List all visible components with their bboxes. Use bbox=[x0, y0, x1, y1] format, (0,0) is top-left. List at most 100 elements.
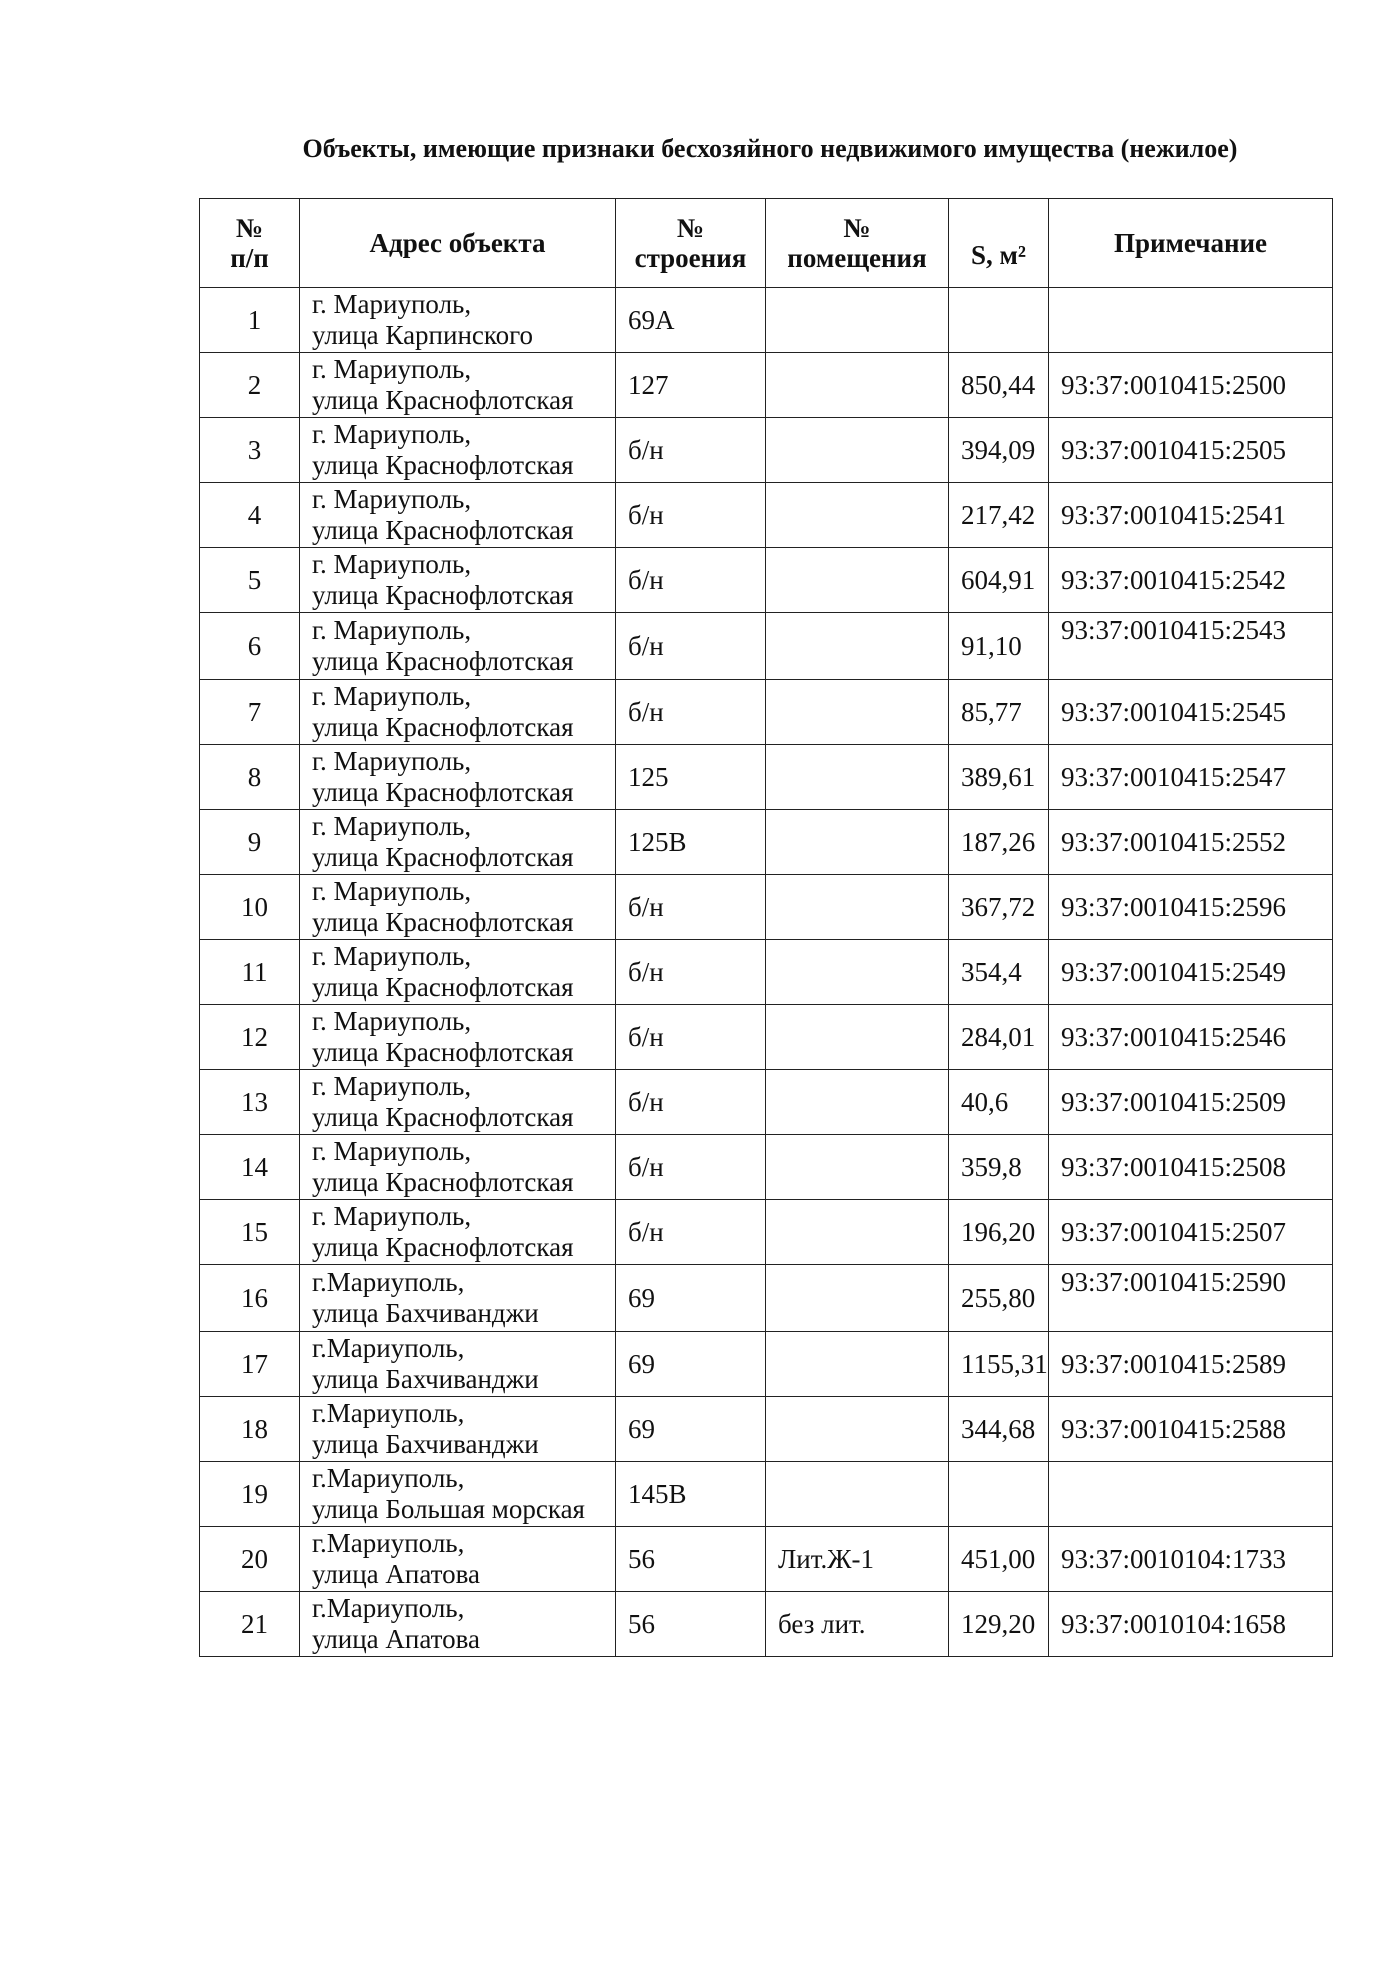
cell-note: 93:37:0010415:2541 bbox=[1048, 482, 1333, 548]
cell-number: 3 bbox=[199, 417, 300, 483]
cell-area: 196,20 bbox=[948, 1199, 1049, 1265]
address-street: улица Бахчиванджи bbox=[312, 1298, 539, 1328]
cell-premises bbox=[765, 352, 949, 418]
cell-address: г. Мариуполь, улица Краснофлотская bbox=[299, 1199, 616, 1265]
cell-number: 16 bbox=[199, 1264, 300, 1332]
cell-building: б/н bbox=[615, 679, 766, 745]
cell-note: 93:37:0010415:2508 bbox=[1048, 1134, 1333, 1200]
header-building-line1: № bbox=[676, 213, 705, 243]
address-city: г. Мариуполь, bbox=[312, 1136, 472, 1166]
cell-address: г. Мариуполь, улица Краснофлотская bbox=[299, 679, 616, 745]
cell-note: 93:37:0010415:2500 bbox=[1048, 352, 1333, 418]
cell-note: 93:37:0010104:1733 bbox=[1048, 1526, 1333, 1592]
cell-number: 11 bbox=[199, 939, 300, 1005]
cell-premises bbox=[765, 482, 949, 548]
address-city: г.Мариуполь, bbox=[312, 1398, 465, 1428]
cell-note: 93:37:0010415:2507 bbox=[1048, 1199, 1333, 1265]
cell-number: 18 bbox=[199, 1396, 300, 1462]
address-street: улица Краснофлотская bbox=[312, 842, 574, 872]
cell-area: 359,8 bbox=[948, 1134, 1049, 1200]
address-street: улица Краснофлотская bbox=[312, 1102, 574, 1132]
cell-area: 354,4 bbox=[948, 939, 1049, 1005]
cell-number: 4 bbox=[199, 482, 300, 548]
cell-address: г. Мариуполь, улица Краснофлотская bbox=[299, 874, 616, 940]
address-city: г. Мариуполь, bbox=[312, 876, 472, 906]
address-street: улица Большая морская bbox=[312, 1494, 585, 1524]
table-header-row: № п/п Адрес объекта № строения № помещения … bbox=[199, 198, 1333, 288]
address-street: улица Бахчиванджи bbox=[312, 1364, 539, 1394]
address-city: г. Мариуполь, bbox=[312, 746, 472, 776]
address-city: г. Мариуполь, bbox=[312, 941, 472, 971]
cell-area: 394,09 bbox=[948, 417, 1049, 483]
table-row: 19 г.Мариуполь, улица Большая морская 145В bbox=[199, 1461, 1333, 1527]
table-row: 1 г. Мариуполь, улица Карпинского 69А bbox=[199, 287, 1333, 353]
cell-area: 1155,31 bbox=[948, 1331, 1049, 1397]
address-street: улица Краснофлотская bbox=[312, 1232, 574, 1262]
cell-number: 21 bbox=[199, 1591, 300, 1657]
table-row: 13 г. Мариуполь, улица Краснофлотская б/н 40… bbox=[199, 1069, 1333, 1135]
cell-premises bbox=[765, 874, 949, 940]
cell-building: б/н bbox=[615, 1069, 766, 1135]
cell-note bbox=[1048, 287, 1333, 353]
cell-number: 19 bbox=[199, 1461, 300, 1527]
cell-premises bbox=[765, 1199, 949, 1265]
cell-address: г. Мариуполь, улица Краснофлотская bbox=[299, 744, 616, 810]
address-city: г. Мариуполь, bbox=[312, 419, 472, 449]
table-row: 16 г.Мариуполь, улица Бахчиванджи 69 255,80 9… bbox=[199, 1264, 1333, 1332]
cell-address: г. Мариуполь, улица Краснофлотская bbox=[299, 809, 616, 875]
cell-building: 127 bbox=[615, 352, 766, 418]
cell-premises: Лит.Ж-1 bbox=[765, 1526, 949, 1592]
address-city: г.Мариуполь, bbox=[312, 1333, 465, 1363]
address-city: г.Мариуполь, bbox=[312, 1528, 465, 1558]
cell-premises bbox=[765, 679, 949, 745]
address-street: улица Краснофлотская bbox=[312, 515, 574, 545]
table-row: 8 г. Мариуполь, улица Краснофлотская 125 389… bbox=[199, 744, 1333, 810]
cell-area: 85,77 bbox=[948, 679, 1049, 745]
table-row: 5 г. Мариуполь, улица Краснофлотская б/н 604… bbox=[199, 547, 1333, 613]
cell-building: 56 bbox=[615, 1591, 766, 1657]
cell-area: 389,61 bbox=[948, 744, 1049, 810]
table-row: 4 г. Мариуполь, улица Краснофлотская б/н 217… bbox=[199, 482, 1333, 548]
address-street: улица Бахчиванджи bbox=[312, 1429, 539, 1459]
cell-premises: без лит. bbox=[765, 1591, 949, 1657]
cell-building: 125 bbox=[615, 744, 766, 810]
address-city: г. Мариуполь, bbox=[312, 1071, 472, 1101]
header-building-line2: строения bbox=[634, 243, 747, 273]
cell-address: г. Мариуполь, улица Краснофлотская bbox=[299, 547, 616, 613]
address-city: г.Мариуполь, bbox=[312, 1593, 465, 1623]
table-row: 9 г. Мариуполь, улица Краснофлотская 125В 18… bbox=[199, 809, 1333, 875]
cell-note: 93:37:0010415:2505 bbox=[1048, 417, 1333, 483]
header-area: S, м² bbox=[948, 198, 1049, 288]
cell-number: 14 bbox=[199, 1134, 300, 1200]
cell-premises bbox=[765, 547, 949, 613]
cell-area: 344,68 bbox=[948, 1396, 1049, 1462]
cell-building: б/н bbox=[615, 939, 766, 1005]
cell-area bbox=[948, 1461, 1049, 1527]
address-city: г. Мариуполь, bbox=[312, 615, 472, 645]
table-row: 3 г. Мариуполь, улица Краснофлотская б/н 394… bbox=[199, 417, 1333, 483]
cell-area: 40,6 bbox=[948, 1069, 1049, 1135]
address-street: улица Краснофлотская bbox=[312, 712, 574, 742]
cell-premises bbox=[765, 744, 949, 810]
cell-address: г.Мариуполь, улица Апатова bbox=[299, 1526, 616, 1592]
address-city: г. Мариуполь, bbox=[312, 289, 472, 319]
cell-building: б/н bbox=[615, 874, 766, 940]
address-city: г. Мариуполь, bbox=[312, 549, 472, 579]
cell-number: 5 bbox=[199, 547, 300, 613]
address-street: улица Краснофлотская bbox=[312, 907, 574, 937]
table-row: 2 г. Мариуполь, улица Краснофлотская 127 850… bbox=[199, 352, 1333, 418]
cell-building: б/н bbox=[615, 547, 766, 613]
cell-note: 93:37:0010415:2546 bbox=[1048, 1004, 1333, 1070]
header-address: Адрес объекта bbox=[299, 198, 616, 288]
address-street: улица Краснофлотская bbox=[312, 646, 574, 676]
address-street: улица Краснофлотская bbox=[312, 972, 574, 1002]
cell-premises bbox=[765, 809, 949, 875]
header-premises-line2: помещения bbox=[787, 243, 927, 273]
address-city: г.Мариуполь, bbox=[312, 1463, 465, 1493]
cell-area: 217,42 bbox=[948, 482, 1049, 548]
cell-number: 12 bbox=[199, 1004, 300, 1070]
cell-number: 2 bbox=[199, 352, 300, 418]
cell-address: г.Мариуполь, улица Бахчиванджи bbox=[299, 1396, 616, 1462]
cell-number: 20 bbox=[199, 1526, 300, 1592]
header-premises-line1: № bbox=[843, 213, 871, 243]
